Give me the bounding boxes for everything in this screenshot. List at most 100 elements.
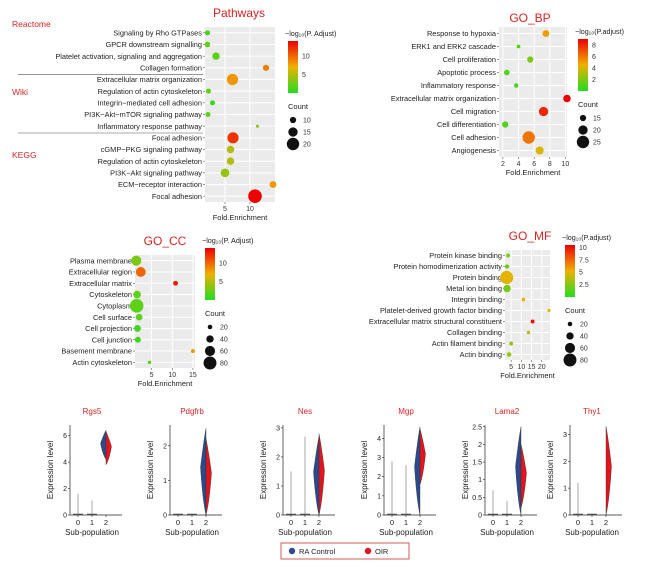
- data-point: [226, 157, 235, 165]
- color-legend-title: −log₁₀(P. Adjust): [285, 29, 336, 38]
- y-tick-label: 0: [377, 513, 381, 520]
- color-legend-title: −log₁₀(P. Adjust): [202, 236, 253, 245]
- size-legend-dot: [578, 125, 588, 135]
- y-tick-label: 0: [563, 513, 567, 520]
- size-legend-label: 20: [593, 128, 601, 135]
- term-label: Collagen formation: [140, 63, 202, 72]
- color-tick-label: 10: [302, 53, 310, 60]
- size-legend-dot: [576, 135, 590, 149]
- data-point: [503, 284, 511, 293]
- term-label: Protein kinase binding: [429, 251, 502, 260]
- size-legend-title: Count: [205, 309, 226, 318]
- color-tick-label: 2.5: [579, 282, 589, 289]
- y-tick-label: 1: [478, 477, 482, 484]
- data-point: [173, 280, 178, 286]
- x-tick-label: 10: [562, 161, 570, 168]
- size-legend-label: 15: [303, 130, 311, 137]
- violin-ra: [200, 428, 207, 516]
- x-tick-label: 1: [90, 518, 94, 527]
- term-label: Cytoskeleton: [89, 290, 132, 299]
- term-label: Apoptotic process: [437, 68, 496, 77]
- gene-title: Pdgfrb: [180, 407, 204, 416]
- group-label: Wiki: [12, 87, 28, 97]
- y-tick-label: 2.5: [472, 424, 482, 431]
- violin-ra: [100, 429, 107, 461]
- violin-oir: [105, 431, 112, 466]
- size-legend-label: 60: [220, 349, 228, 356]
- size-legend-label: 60: [580, 346, 588, 353]
- data-point: [500, 270, 514, 285]
- term-label: Focal adhesion: [152, 192, 202, 201]
- x-axis-label: Sub-population: [65, 528, 119, 537]
- y-axis-label: Expression level: [259, 441, 268, 499]
- data-point: [147, 360, 152, 365]
- size-legend-dot: [564, 342, 576, 354]
- data-point: [134, 325, 141, 332]
- y-axis-label: Expression level: [461, 441, 470, 499]
- size-legend-label: 25: [593, 140, 601, 147]
- color-tick-label: 5: [219, 279, 223, 286]
- term-label: Cell surface: [93, 313, 132, 322]
- color-tick-label: 5: [579, 270, 583, 277]
- x-tick-label: 2: [501, 161, 505, 168]
- y-tick-label: 1: [276, 483, 280, 490]
- gene-title: Thy1: [583, 407, 601, 416]
- size-legend-label: 15: [593, 116, 601, 123]
- data-point: [135, 313, 143, 321]
- term-label: Extracellular matrix: [69, 279, 132, 288]
- legend-dot-oir: [364, 547, 372, 555]
- term-label: Integrin−mediated cell adhesion: [97, 98, 202, 107]
- term-label: Extracellular matrix structural constitu…: [369, 317, 502, 326]
- y-tick-label: 1: [563, 486, 567, 493]
- violin-oir: [205, 438, 212, 516]
- term-label: Cell junction: [92, 335, 132, 344]
- data-point: [522, 131, 535, 144]
- x-tick-label: 0: [576, 518, 580, 527]
- y-axis-label: Expression level: [546, 441, 555, 499]
- term-label: Plasma membrane: [70, 256, 132, 265]
- size-legend-label: 20: [580, 322, 588, 329]
- term-label: PI3K−Akt−mTOR signaling pathway: [84, 110, 202, 119]
- y-tick-label: 1: [377, 493, 381, 500]
- y-tick-label: 6: [63, 433, 67, 440]
- x-tick-label: 5: [150, 372, 154, 379]
- x-tick-label: 6: [532, 161, 536, 168]
- x-axis-label: Fold.Enrichment: [500, 371, 556, 380]
- data-point: [212, 52, 220, 60]
- violin-oir: [419, 428, 426, 485]
- x-tick-label: 4: [517, 161, 521, 168]
- data-point: [530, 319, 535, 324]
- size-legend-label: 80: [220, 361, 228, 368]
- size-legend-label: 40: [580, 334, 588, 341]
- data-point: [131, 255, 142, 266]
- x-tick-label: 0: [390, 518, 394, 527]
- plot-background: [505, 250, 550, 360]
- violin-oir: [520, 444, 527, 509]
- data-point: [521, 297, 526, 302]
- violin-oir: [318, 433, 325, 516]
- data-point: [262, 64, 270, 71]
- y-tick-label: 3: [377, 455, 381, 462]
- x-tick-label: 2: [317, 518, 321, 527]
- data-point: [134, 336, 141, 343]
- legend-dot-ra: [288, 547, 296, 555]
- x-tick-label: 0: [76, 518, 80, 527]
- data-point: [204, 30, 211, 36]
- violin-ra: [313, 436, 320, 516]
- group-label: Reactome: [12, 19, 51, 29]
- gene-title: Mgp: [398, 407, 414, 416]
- chart-title: GO_MF: [509, 229, 552, 243]
- x-axis-label: Fold.Enrichment: [138, 379, 194, 388]
- x-tick-label: 5: [509, 364, 513, 371]
- term-label: Extracellular matrix organization: [97, 75, 202, 84]
- x-tick-label: 2: [519, 518, 523, 527]
- color-legend-title: −log₁₀(P.adjust): [575, 27, 624, 36]
- gene-title: Nes: [298, 407, 312, 416]
- data-point: [513, 83, 519, 88]
- term-label: Actin cytoskeleton: [72, 358, 132, 367]
- data-point: [133, 290, 141, 299]
- size-legend-dot: [203, 356, 217, 370]
- y-tick-label: 2: [163, 443, 167, 450]
- color-tick-label: 4: [592, 65, 596, 72]
- size-legend-dot: [204, 345, 216, 357]
